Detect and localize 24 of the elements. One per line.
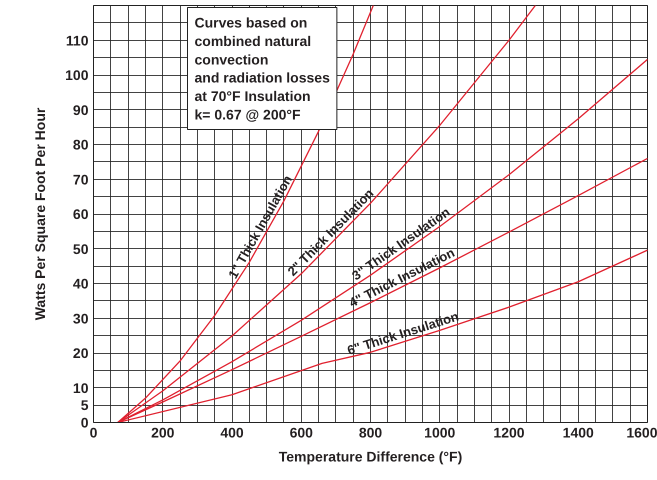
x-tick-label: 1000 [424,424,456,440]
y-tick-label: 100 [65,67,89,83]
y-tick-label: 30 [72,310,89,326]
x-tick-label: 1200 [493,424,525,440]
x-tick-label: 800 [358,424,382,440]
annotation: Curves based on combined natural convection and radiation losses at 70°F Insulation k= 0.67 @ 200°F [194,14,330,122]
y-axis-title: Watts Per Square Foot Per Hour [32,107,48,320]
y-tick-label: 50 [72,240,89,257]
y-tick-label: 80 [72,136,89,152]
y-tick-label: 110 [66,32,89,48]
x-tick-label: 1600 [626,424,657,440]
y-tick-label: 40 [72,276,89,292]
y-tick-label: 0 [80,414,89,430]
y-tick-label: 10 [72,380,89,396]
y-tick-label: 5 [80,397,89,414]
x-tick-label: 400 [220,424,244,440]
y-tick-label: 20 [72,345,89,361]
y-tick-label: 90 [72,102,89,118]
y-tick-label: 70 [72,171,89,188]
x-tick-label: 600 [290,424,314,440]
x-tick-label: 200 [151,424,175,440]
x-axis-title: Temperature Difference (°F) [278,448,462,464]
x-tick-label: 1400 [562,424,594,440]
y-tick-label: 60 [72,206,89,222]
